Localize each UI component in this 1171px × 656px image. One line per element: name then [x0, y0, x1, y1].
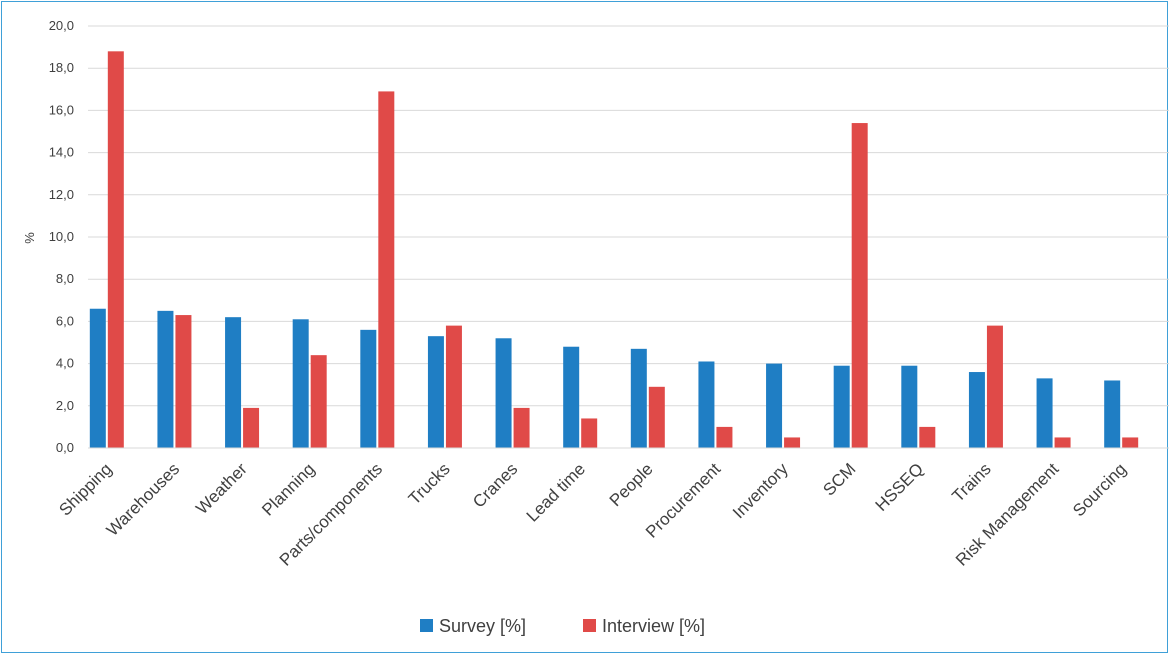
y-tick-label: 4,0 — [56, 356, 74, 371]
interview-bar-hsseq — [919, 426, 936, 448]
survey-bar-parts-components — [360, 329, 377, 448]
interview-legend-label: Interview [%] — [602, 616, 705, 636]
y-tick-label: 6,0 — [56, 313, 74, 328]
survey-bar-risk-management — [1036, 378, 1053, 448]
interview-bar-trains — [986, 325, 1003, 448]
gridlines — [88, 25, 1169, 407]
survey-bar-trucks — [427, 336, 444, 448]
interview-bar-shipping — [107, 51, 124, 448]
interview-bar-risk-management — [1054, 437, 1071, 448]
interview-bar-scm — [851, 123, 868, 448]
x-category-label: SCM — [819, 459, 859, 499]
y-tick-label: 8,0 — [56, 271, 74, 286]
survey-bar-lead-time — [563, 346, 580, 448]
interview-bar-planning — [310, 355, 327, 448]
survey-bar-trains — [968, 372, 985, 448]
interview-bar-inventory — [784, 437, 801, 448]
x-category-label: Warehouses — [103, 459, 183, 539]
survey-bar-scm — [833, 365, 850, 448]
x-category-label: People — [606, 459, 657, 510]
bars — [89, 51, 1139, 448]
interview-bar-procurement — [716, 426, 733, 448]
interview-bar-parts-components — [378, 91, 395, 448]
interview-bar-people — [648, 386, 665, 448]
survey-legend-label: Survey [%] — [439, 616, 526, 636]
x-category-label: Lead time — [523, 459, 589, 525]
x-category-label: Planning — [258, 459, 318, 519]
legend: Survey [%] Interview [%] — [420, 616, 705, 636]
y-tick-label: 10,0 — [49, 229, 74, 244]
x-category-label: HSSEQ — [872, 459, 928, 515]
x-category-label: Inventory — [729, 459, 792, 522]
survey-bar-weather — [225, 317, 242, 448]
survey-legend-swatch — [420, 619, 433, 632]
interview-bar-trucks — [445, 325, 462, 448]
interview-legend-swatch — [583, 619, 596, 632]
interview-bar-weather — [243, 407, 260, 448]
x-category-label: Shipping — [55, 459, 115, 519]
interview-bar-sourcing — [1122, 437, 1139, 448]
y-axis-ticks: 0,0 2,0 4,0 6,0 8,0 10,0 12,0 14,0 16,0 18,0 20,0 — [49, 18, 74, 455]
survey-bar-sourcing — [1104, 380, 1121, 448]
y-tick-label: 12,0 — [49, 187, 74, 202]
survey-bar-warehouses — [157, 310, 174, 448]
survey-bar-procurement — [698, 361, 715, 448]
y-tick-label: 18,0 — [49, 60, 74, 75]
survey-bar-cranes — [495, 338, 512, 448]
y-tick-label: 16,0 — [49, 102, 74, 117]
survey-bar-planning — [292, 319, 309, 448]
survey-bar-people — [630, 348, 647, 448]
survey-bar-hsseq — [901, 365, 918, 448]
y-tick-label: 20,0 — [49, 18, 74, 33]
y-tick-label: 14,0 — [49, 145, 74, 160]
x-category-label: Weather — [192, 459, 251, 518]
x-category-label: Trucks — [405, 459, 454, 508]
survey-bar-shipping — [89, 308, 106, 448]
x-category-label: Trains — [948, 459, 994, 505]
x-category-label: Cranes — [469, 459, 521, 511]
y-tick-label: 2,0 — [56, 398, 74, 413]
survey-bar-inventory — [766, 363, 783, 448]
y-tick-label: 0,0 — [56, 440, 74, 455]
interview-bar-lead-time — [581, 418, 598, 448]
interview-bar-cranes — [513, 407, 530, 448]
y-axis-title: % — [22, 232, 37, 244]
x-category-label: Sourcing — [1069, 459, 1130, 520]
interview-bar-warehouses — [175, 315, 192, 448]
